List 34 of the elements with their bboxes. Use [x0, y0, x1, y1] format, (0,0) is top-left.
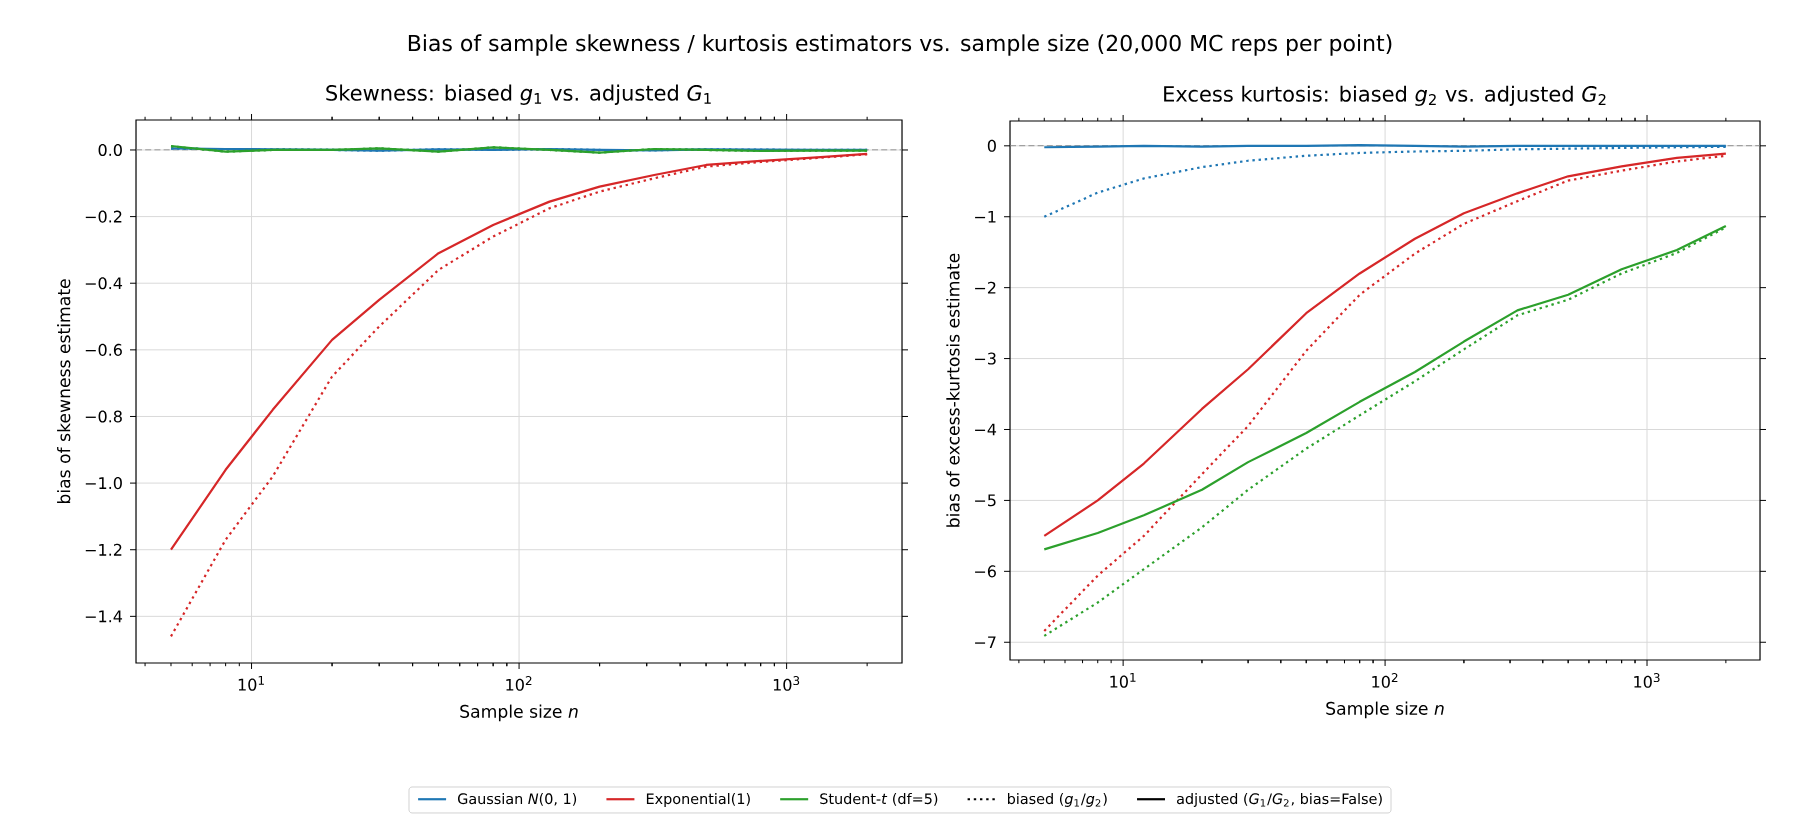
y-tick-label: −1	[975, 210, 996, 223]
chart-title: Excess kurtosis: biased g$_{2}$ vs. adjusted G$_{2}$	[1164, 85, 1606, 106]
y-axis-title: bias of excess-kurtosis estimate	[946, 253, 960, 527]
y-tick-label: 0.0	[98, 143, 122, 157]
legend-label: Student-t (df=5)	[820, 793, 938, 806]
y-tick-label: −7	[975, 636, 996, 649]
x-axis-title: Sample size n	[1326, 701, 1444, 719]
y-tick-label: 0	[987, 139, 996, 152]
legend-label: Gaussian N(0, 1)	[458, 793, 577, 806]
x-tick-label: 10$^{2}$	[506, 676, 532, 691]
y-tick-label: −0.2	[85, 210, 122, 223]
y-axis-title: bias of skewness estimate	[57, 279, 71, 504]
y-tick-label: −1.0	[85, 477, 122, 490]
y-tick-label: −0.8	[85, 410, 122, 423]
x-tick-label: 10$^{3}$	[1634, 673, 1660, 688]
legend-label: biased (g$_{1}$/g$_{2}$)	[1008, 793, 1107, 807]
chart-title: Skewness: biased g$_{1}$ vs. adjusted G$_{1}$	[326, 84, 711, 105]
y-tick-label: −5	[975, 494, 996, 507]
x-tick-label: 10$^{1}$	[1110, 673, 1136, 688]
y-tick-label: −4	[975, 423, 997, 436]
y-tick-label: −6	[975, 565, 996, 578]
x-tick-label: 10$^{1}$	[238, 676, 264, 691]
y-tick-label: −3	[975, 352, 996, 365]
y-tick-label: −0.6	[85, 343, 122, 356]
x-tick-label: 10$^{3}$	[773, 676, 800, 691]
legend-label: Exponential(1)	[646, 793, 750, 807]
x-tick-label: 10$^{2}$	[1372, 673, 1398, 688]
y-tick-label: −1.4	[85, 610, 123, 623]
y-tick-label: −2	[975, 281, 996, 294]
legend-label: adjusted (G$_{1}$/G$_{2}$, bias=False)	[1177, 793, 1382, 807]
y-tick-label: −0.4	[85, 277, 123, 290]
x-axis-title: Sample size n	[460, 704, 578, 722]
y-tick-label: −1.2	[85, 543, 122, 556]
text: Bias of sample skewness / kurtosis estimators vs. sample size (20,000 MC reps per point)	[408, 34, 1392, 56]
